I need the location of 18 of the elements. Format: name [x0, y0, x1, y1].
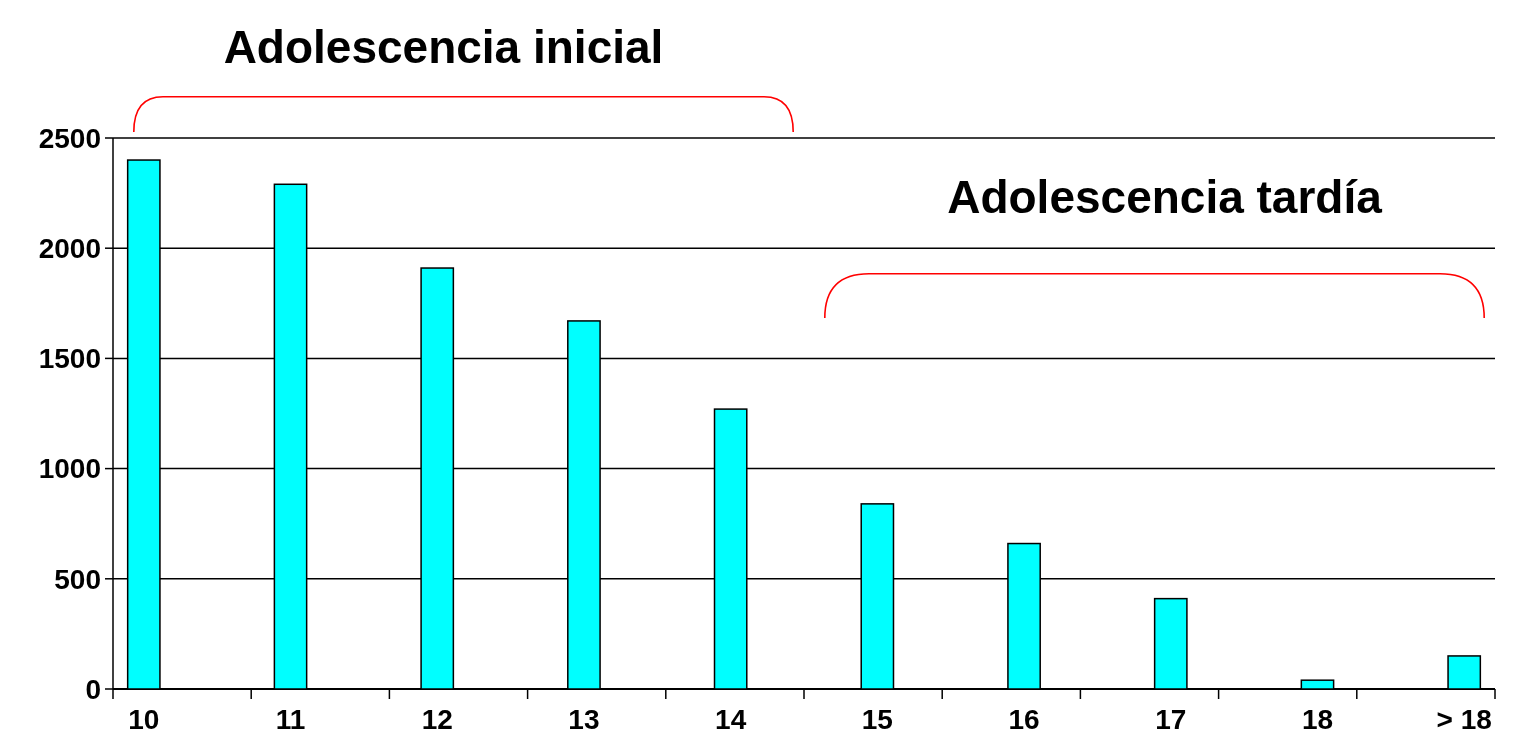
x-tick-label: 18 — [1301, 704, 1334, 735]
x-tick-label: 10 — [128, 704, 160, 735]
y-tick-label: 1500 — [38, 343, 101, 375]
x-tick-label: 13 — [568, 704, 600, 735]
y-tick-label: 0 — [85, 673, 101, 705]
x-tick-label: 14 — [715, 704, 747, 735]
x-tick-label: 15 — [861, 704, 893, 735]
annotation: Adolescencia tardía — [947, 171, 1383, 223]
y-tick-label: 2500 — [38, 122, 101, 154]
text: Adolescencia inicial — [223, 21, 664, 73]
y-tick-label: 2000 — [38, 233, 101, 264]
y-tick-label: 1000 — [38, 453, 101, 485]
x-tick-label: 16 — [1008, 704, 1040, 735]
x-tick-label: 12 — [421, 704, 453, 735]
y-tick-label: 500 — [54, 563, 101, 595]
x-tick-label: 17 — [1155, 704, 1187, 735]
x-tick-label: 11 — [275, 704, 306, 735]
x-tick-label: > 18 — [1436, 704, 1492, 735]
